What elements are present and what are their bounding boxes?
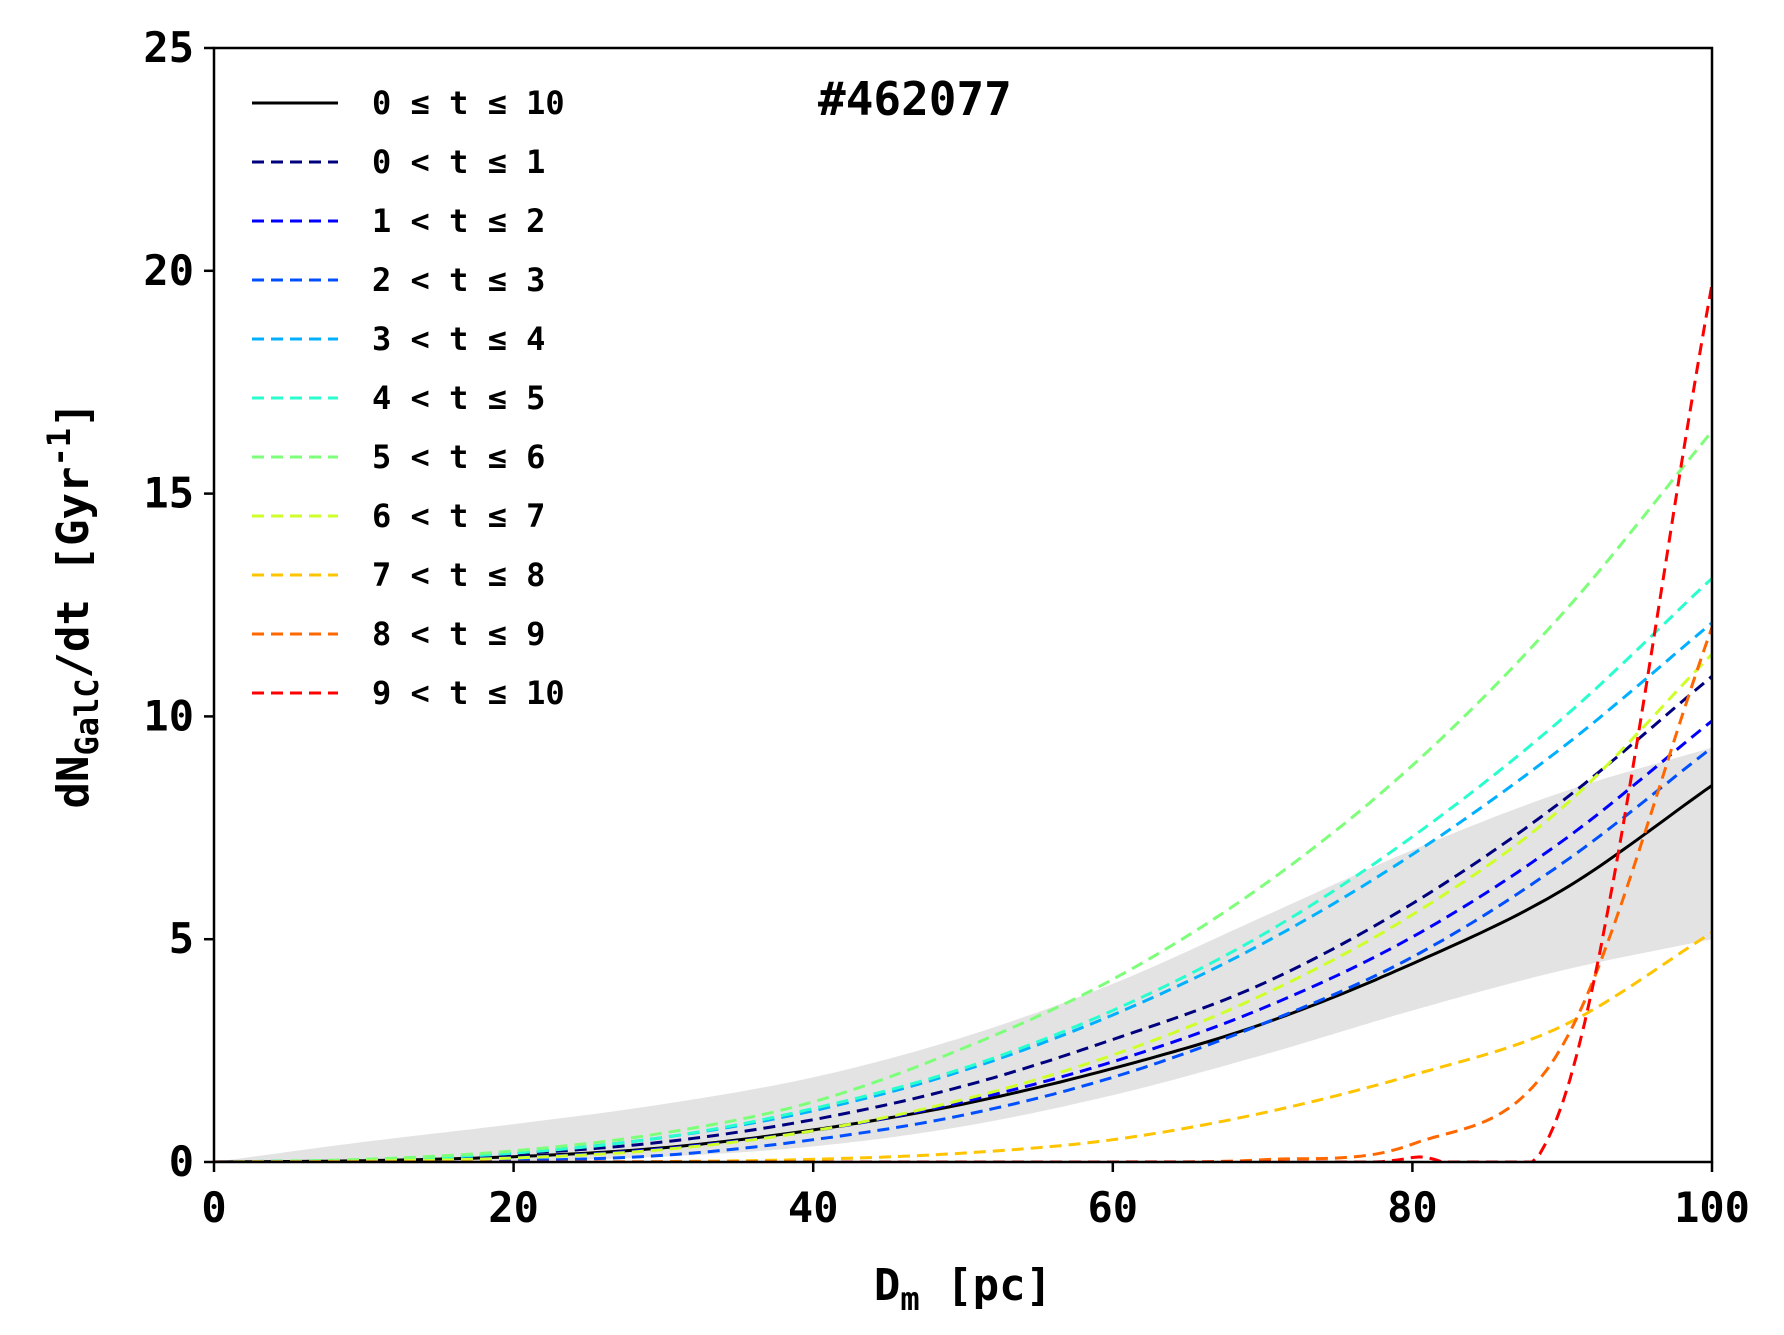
- y-tick-label: 25: [143, 23, 194, 72]
- legend-label-10: 9 < t ≤ 10: [372, 674, 565, 712]
- x-axis-title-rest: [pc]: [920, 1260, 1052, 1311]
- x-tick-label: 60: [1088, 1183, 1139, 1232]
- y-tick-label: 10: [143, 691, 194, 740]
- series-line-7: [214, 652, 1712, 1162]
- series-line-8: [214, 931, 1712, 1162]
- legend-label-8: 7 < t ≤ 8: [372, 556, 545, 594]
- y-axis-title-end: ]: [48, 402, 99, 429]
- x-axis-title: Dm [pc]: [874, 1260, 1052, 1318]
- legend-label-2: 1 < t ≤ 2: [372, 202, 545, 240]
- legend-label-9: 8 < t ≤ 9: [372, 615, 545, 653]
- legend: 0 ≤ t ≤ 10 0 < t ≤ 1 1 < t ≤ 2 2 < t ≤ 3 3 <…: [252, 84, 565, 712]
- legend-label-3: 2 < t ≤ 3: [372, 261, 545, 299]
- x-tick-label: 20: [488, 1183, 539, 1232]
- y-axis-title: dNGalC/dt [Gyr-1]: [40, 402, 106, 809]
- y-axis-title-superscript: -1: [40, 428, 78, 467]
- series-line-6: [214, 430, 1712, 1162]
- legend-label-6: 5 < t ≤ 6: [372, 438, 545, 476]
- series-line-5: [214, 577, 1712, 1162]
- realizations-band-layer: [214, 747, 1712, 1162]
- x-tick-label: 100: [1674, 1183, 1750, 1232]
- y-axis: 0 5 10 15 20 25: [143, 23, 214, 1186]
- legend-label-4: 3 < t ≤ 4: [372, 320, 545, 358]
- y-tick-label: 0: [169, 1137, 194, 1186]
- y-axis-title-rest: /dt [Gyr: [48, 467, 99, 679]
- chart-title: #462077: [818, 72, 1012, 126]
- y-tick-label: 20: [143, 246, 194, 295]
- legend-label-1: 0 < t ≤ 1: [372, 143, 545, 181]
- x-tick-label: 40: [788, 1183, 839, 1232]
- y-tick-label: 5: [169, 914, 194, 963]
- x-axis: 0 20 40 60 80 100: [201, 1162, 1750, 1232]
- y-axis-title-main: dN: [48, 756, 99, 809]
- x-tick-label: 80: [1387, 1183, 1438, 1232]
- legend-label-5: 4 < t ≤ 5: [372, 379, 545, 417]
- legend-label-7: 6 < t ≤ 7: [372, 497, 545, 535]
- y-tick-label: 15: [143, 469, 194, 518]
- x-axis-title-subscript: m: [900, 1280, 919, 1318]
- realizations-band: [214, 747, 1712, 1162]
- y-axis-title-subscript: GalC: [68, 678, 106, 755]
- legend-label-0: 0 ≤ t ≤ 10: [372, 84, 565, 122]
- x-axis-title-main: D: [874, 1260, 901, 1311]
- plot-frame: [212, 46, 1714, 1164]
- x-tick-label: 0: [201, 1183, 226, 1232]
